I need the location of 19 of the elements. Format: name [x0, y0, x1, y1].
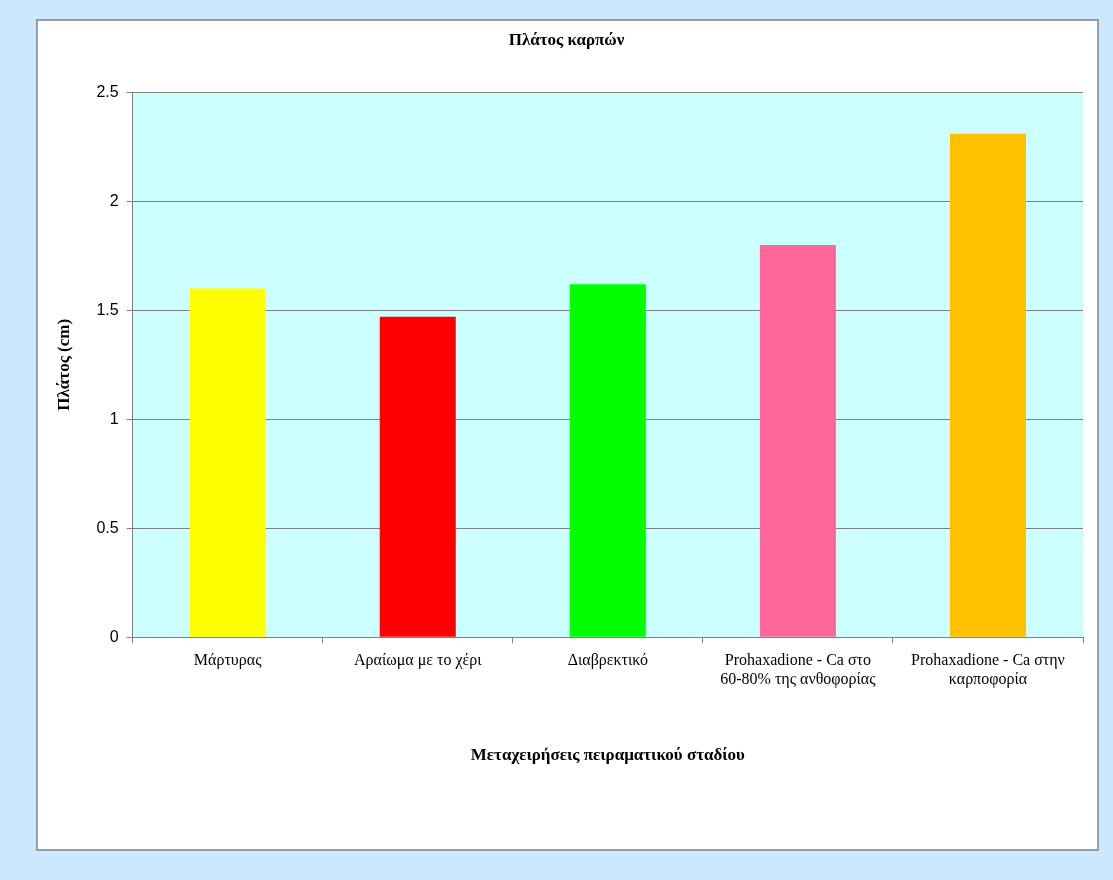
y-tick-label: 1 — [109, 409, 119, 427]
x-tick-label: Prohaxadione - Ca στο 60-80% της ανθοφορίας — [720, 651, 877, 689]
y-axis-title: Πλάτος (cm) — [53, 318, 73, 411]
y-tick-label: 0.5 — [96, 518, 119, 536]
y-tick-label: 1.5 — [96, 300, 119, 318]
bar — [759, 244, 836, 637]
bar — [949, 133, 1026, 637]
x-axis-title: Μεταχειρήσεις πειραματικού σταδίου — [470, 745, 746, 765]
x-tick-label: Μάρτυρας — [193, 651, 263, 669]
bar — [569, 284, 646, 637]
x-tick-label: Prohaxadione - Ca στην καρποφορία — [911, 651, 1065, 689]
bar — [189, 288, 266, 637]
y-tick-label: 2.5 — [96, 82, 119, 100]
x-tick-label: Αραίωμα με το χέρι — [353, 651, 483, 669]
x-tick-label: Διαβρεκτικό — [567, 651, 648, 669]
y-tick-label: 0 — [109, 627, 119, 645]
chart-title: Πλάτος καρπών — [508, 29, 625, 49]
bar — [379, 316, 456, 637]
y-tick-label: 2 — [109, 191, 119, 209]
